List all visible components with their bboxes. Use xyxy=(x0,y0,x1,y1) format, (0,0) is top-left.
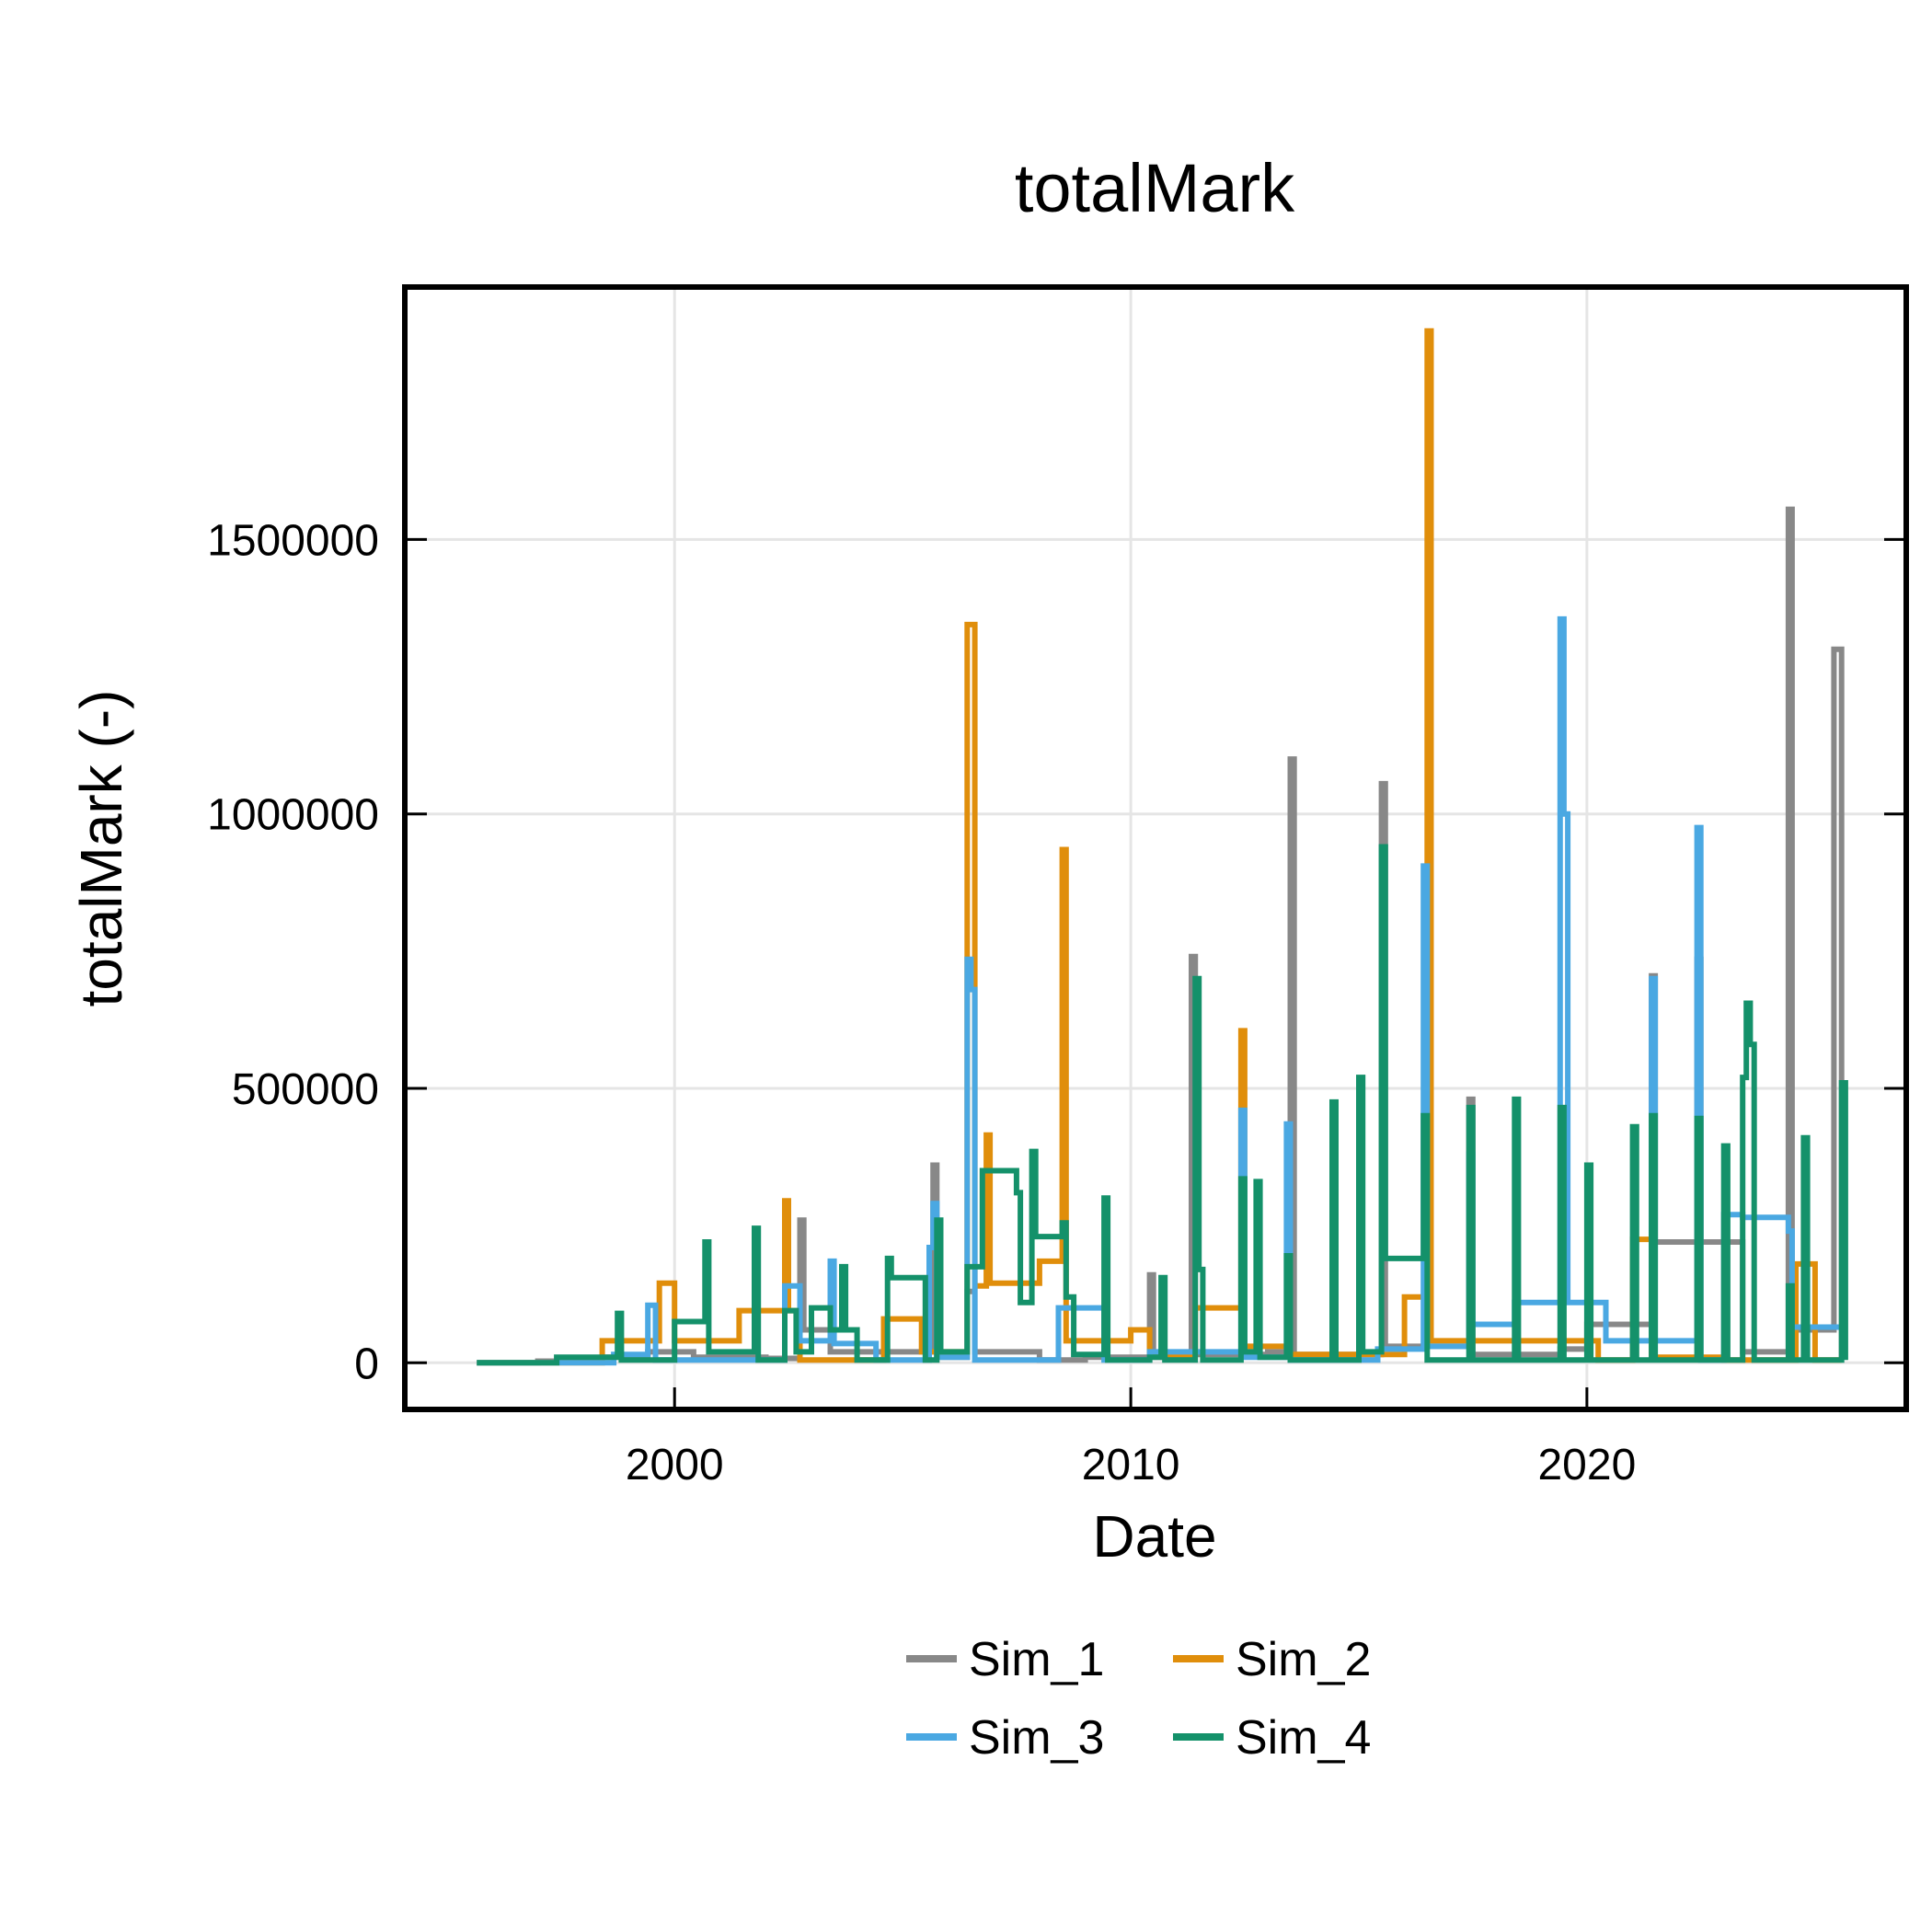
legend-label-sim-4: Sim_4 xyxy=(1236,1711,1371,1765)
x-tick-label-2: 2020 xyxy=(1537,1441,1636,1489)
plot-frame xyxy=(402,284,1909,1412)
legend-label-sim-3: Sim_3 xyxy=(969,1711,1104,1765)
legend: Sim_1 Sim_2 Sim_3 Sim_4 xyxy=(906,1633,1371,1765)
y-tick-label-1: 500000 xyxy=(232,1065,379,1114)
x-axis-label: Date xyxy=(1092,1503,1216,1570)
series-line-sim-4 xyxy=(477,844,1848,1366)
legend-label-sim-1: Sim_1 xyxy=(969,1633,1104,1686)
legend-label-sim-2: Sim_2 xyxy=(1236,1633,1371,1686)
x-tick-label-1: 2010 xyxy=(1082,1441,1180,1489)
y-axis-label: totalMark (-) xyxy=(68,690,134,1007)
series-line-sim-2 xyxy=(477,328,1842,1366)
y-tick-label-0: 0 xyxy=(354,1340,379,1388)
series-layer xyxy=(477,328,1848,1366)
chart-title: totalMark xyxy=(1015,150,1295,226)
x-tick-label-0: 2000 xyxy=(626,1441,724,1489)
ticks: 2000 2010 2020 0 500000 1000000 1500000 xyxy=(207,516,1906,1489)
y-tick-label-3: 1500000 xyxy=(207,516,379,565)
y-tick-label-2: 1000000 xyxy=(207,791,379,840)
